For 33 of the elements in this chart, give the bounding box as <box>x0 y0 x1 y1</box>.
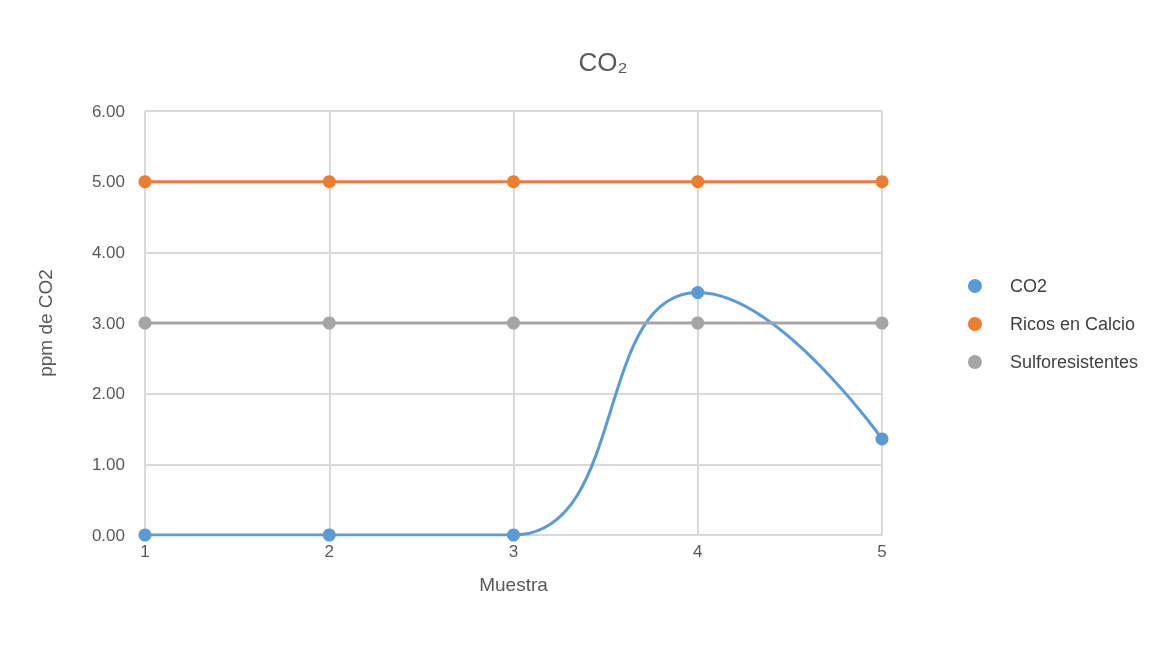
point <box>507 528 520 542</box>
legend-label: Sulforesistentes <box>1009 352 1139 372</box>
x-tick-label: 2 <box>324 542 334 561</box>
point <box>691 286 705 300</box>
x-tick-label: 4 <box>693 542 703 561</box>
y-tick-label: 3.00 <box>91 313 125 333</box>
chart-title: CO₂ <box>578 47 628 77</box>
y-tick-label: 0.00 <box>91 525 125 545</box>
x-tick-label: 1 <box>140 542 150 561</box>
point <box>875 175 889 189</box>
point <box>507 316 520 330</box>
point <box>322 528 336 542</box>
point <box>138 175 152 189</box>
legend-label: Ricos en Calcio <box>1009 314 1135 334</box>
y-tick-label: 5.00 <box>91 172 125 192</box>
y-tick-label: 4.00 <box>91 242 125 262</box>
legend-label: CO2 <box>1009 276 1047 296</box>
point <box>691 316 705 330</box>
point <box>322 175 336 189</box>
point <box>875 316 889 330</box>
point <box>691 175 705 189</box>
point <box>138 316 152 330</box>
x-tick-label: 3 <box>508 542 519 561</box>
point <box>138 528 152 542</box>
x-axis-title: Muestra <box>479 574 549 595</box>
y-tick-label: 1.00 <box>91 454 125 474</box>
point <box>322 316 336 330</box>
point <box>875 432 889 446</box>
x-tick-label: 5 <box>877 542 887 561</box>
point <box>507 175 520 189</box>
y-tick-label: 6.00 <box>91 101 125 121</box>
y-tick-label: 2.00 <box>91 384 125 404</box>
y-axis-title: ppm de CO2 <box>35 269 56 377</box>
